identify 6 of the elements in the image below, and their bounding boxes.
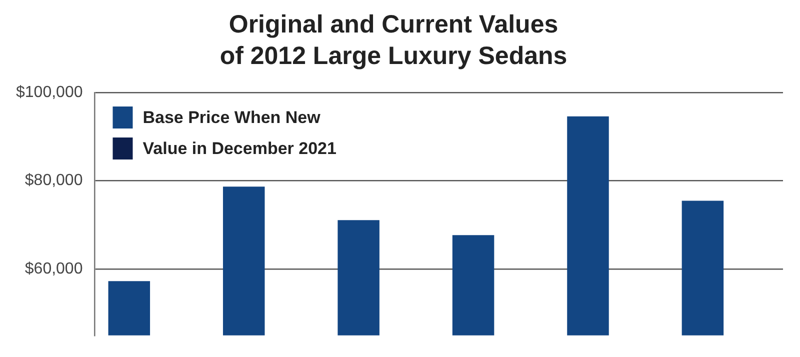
y-tick-label: $80,000: [24, 172, 83, 190]
legend-label: Value in December 2021: [142, 139, 336, 158]
y-tick-label: $100,000: [16, 84, 83, 101]
y-tick-label: $60,000: [24, 260, 83, 278]
chart-title: Original and Current Values of 2012 Large Luxury Sedans: [220, 10, 568, 70]
legend-label: Base Price When New: [142, 108, 322, 128]
